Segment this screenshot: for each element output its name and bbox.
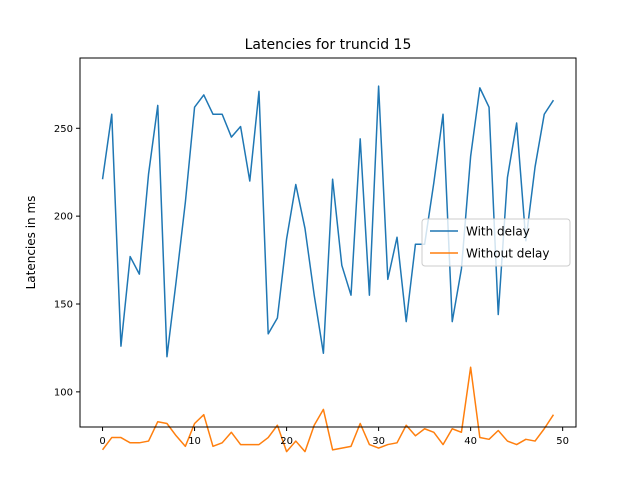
legend-label: With delay [466, 225, 530, 239]
x-tick-label: 10 [188, 436, 201, 447]
y-tick-label: 100 [54, 387, 73, 398]
series-layer [101, 85, 555, 453]
legend: With delay Without delay [421, 218, 571, 267]
legend-box [421, 218, 571, 267]
x-tick-label: 40 [464, 436, 477, 447]
y-tick-label: 250 [54, 124, 73, 135]
x-tick-label: 20 [280, 436, 293, 447]
series-line-without-delay [101, 366, 555, 453]
y-axis: 100 150 200 250 [54, 124, 80, 398]
series-line-with-delay [101, 85, 555, 358]
chart-title: Latencies for truncid 15 [245, 37, 412, 53]
legend-label: Without delay [466, 247, 550, 261]
y-tick-label: 200 [54, 212, 73, 223]
x-axis: 0 10 20 30 40 50 [99, 427, 569, 447]
axes-frame [79, 57, 577, 428]
x-tick-label: 0 [99, 436, 105, 447]
x-tick-label: 50 [556, 436, 569, 447]
y-axis-label: Latencies in ms [24, 196, 38, 290]
y-tick-label: 150 [54, 300, 73, 311]
x-tick-label: 30 [372, 436, 385, 447]
